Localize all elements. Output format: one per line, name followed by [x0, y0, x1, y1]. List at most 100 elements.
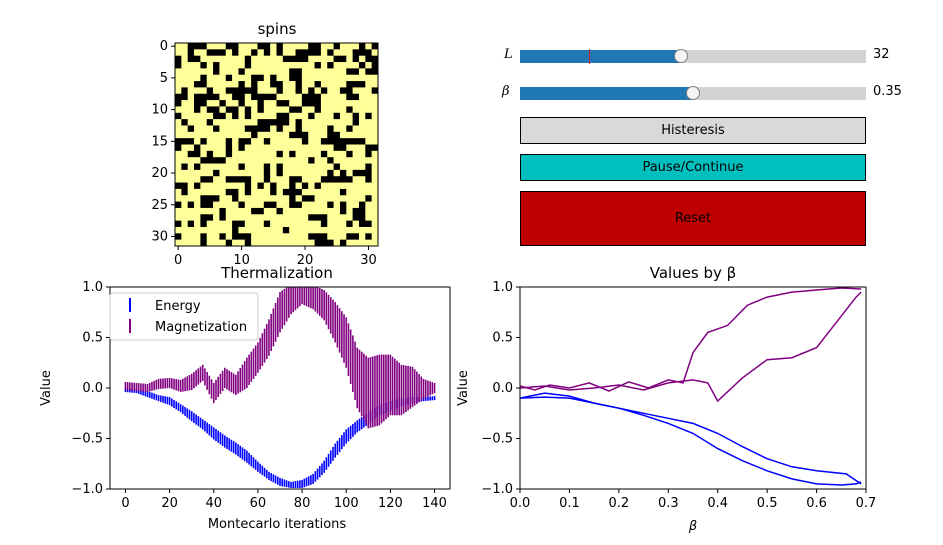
heatmap-cell [225, 119, 233, 126]
heatmap-cell [270, 138, 277, 145]
heatmap-cell [181, 62, 188, 69]
heatmap-cell [327, 100, 334, 107]
beta-slider[interactable] [520, 86, 866, 100]
heatmap-cell [219, 138, 227, 145]
size-slider[interactable] [520, 49, 866, 64]
heatmap-cell [225, 169, 233, 177]
heatmap-cell [308, 157, 315, 164]
heatmap-cell [181, 214, 188, 221]
heatmap-cell [365, 176, 372, 183]
heatmap-cell [371, 87, 379, 95]
heatmap-cell [206, 106, 214, 114]
heatmap-cell [289, 233, 296, 240]
heatmap-cell [339, 100, 347, 107]
heatmap-cell [238, 112, 246, 120]
heatmap-cell [314, 144, 322, 152]
heatmap-cell [314, 176, 322, 183]
heatmap-cell [289, 106, 296, 114]
heatmap-cell [314, 87, 322, 95]
heatmap-cell [257, 207, 265, 215]
heatmap-cell [289, 163, 296, 171]
heatmap-cell [327, 176, 334, 183]
heatmap-cell [244, 226, 252, 234]
heatmap-cell [365, 49, 372, 56]
heatmap-cell [194, 106, 201, 114]
heatmap-cell [200, 138, 208, 145]
heatmap-cell [295, 150, 303, 158]
heatmap-cell [238, 188, 246, 196]
heatmap-cell [371, 144, 379, 152]
hysteresis-button[interactable]: Histeresis [520, 117, 866, 144]
heatmap-cell [289, 239, 296, 247]
heatmap-cell [339, 176, 347, 183]
heatmap-cell [244, 157, 252, 164]
heatmap-cell [289, 49, 296, 56]
heatmap-cell [320, 169, 328, 177]
heatmap-cell [301, 138, 309, 145]
heatmap-cell [352, 119, 360, 126]
heatmap-cell [175, 119, 182, 126]
heatmap-cell [282, 220, 290, 228]
heatmap-cell [289, 55, 296, 63]
heatmap-cell [320, 93, 328, 101]
heatmap-cell [314, 157, 322, 164]
heatmap-cell [187, 74, 195, 82]
values-by-beta-chart: Values by β 0.0 0.1 0.2 0.3 0.4 0.5 0.6 0.7 −1.0… [456, 264, 876, 534]
heatmap-cell [257, 87, 265, 95]
heatmap-cell [200, 43, 208, 50]
heatmap-cell [358, 163, 366, 171]
heatmap-cell [219, 81, 227, 88]
heatmap-cell [295, 239, 303, 247]
heatmap-cell [320, 119, 328, 126]
heatmap-cell [194, 169, 201, 177]
heatmap-cell [175, 176, 182, 183]
heatmap-cell [213, 214, 220, 221]
heatmap-cell [219, 49, 227, 56]
heatmap-cell [225, 233, 233, 240]
heatmap-cell [263, 226, 271, 234]
heatmap-cell [206, 68, 214, 76]
heatmap-cell [232, 43, 239, 50]
heatmap-cell [244, 138, 252, 145]
heatmap-cell [270, 106, 277, 114]
heatmap-cell [175, 62, 182, 69]
heatmap-cell [333, 239, 341, 247]
size-slider-handle[interactable] [673, 49, 688, 63]
heatmap-cell [346, 201, 353, 209]
heatmap-cell [314, 233, 322, 240]
heatmap-cell [200, 188, 208, 196]
heatmap-cell [371, 100, 379, 107]
heatmap-cell [251, 188, 258, 196]
heatmap-cell [339, 214, 347, 221]
heatmap-cell [270, 182, 277, 190]
heatmap-cell [276, 106, 284, 114]
heatmap-cell [206, 62, 214, 69]
heatmap-cell [320, 201, 328, 209]
heatmap-cell [320, 144, 328, 152]
heatmap-cell [251, 182, 258, 190]
heatmap-cell [365, 100, 372, 107]
heatmap-cell [320, 112, 328, 120]
heatmap-cell [295, 207, 303, 215]
heatmap-cell [301, 106, 309, 114]
heatmap-cell [270, 112, 277, 120]
pause-continue-button[interactable]: Pause/Continue [520, 154, 866, 181]
heatmap-cell [238, 182, 246, 190]
heatmap-cell [175, 100, 182, 107]
beta-slider-handle[interactable] [686, 86, 700, 100]
heatmap-cell [232, 93, 239, 101]
heatmap-cell [263, 220, 271, 228]
heatmap-cell [200, 81, 208, 88]
heatmap-cell [301, 81, 309, 88]
heatmap-cell [358, 68, 366, 76]
heatmap-cell [314, 119, 322, 126]
heatmap-cell [181, 131, 188, 139]
reset-button[interactable]: Reset [520, 191, 866, 246]
heatmap-cell [365, 138, 372, 145]
heatmap-cell [213, 68, 220, 76]
heatmap-cell [314, 125, 322, 133]
heatmap-cell [187, 195, 195, 202]
heatmap-cell [320, 207, 328, 215]
heatmap-cell [194, 144, 201, 152]
heatmap-cell [339, 163, 347, 171]
